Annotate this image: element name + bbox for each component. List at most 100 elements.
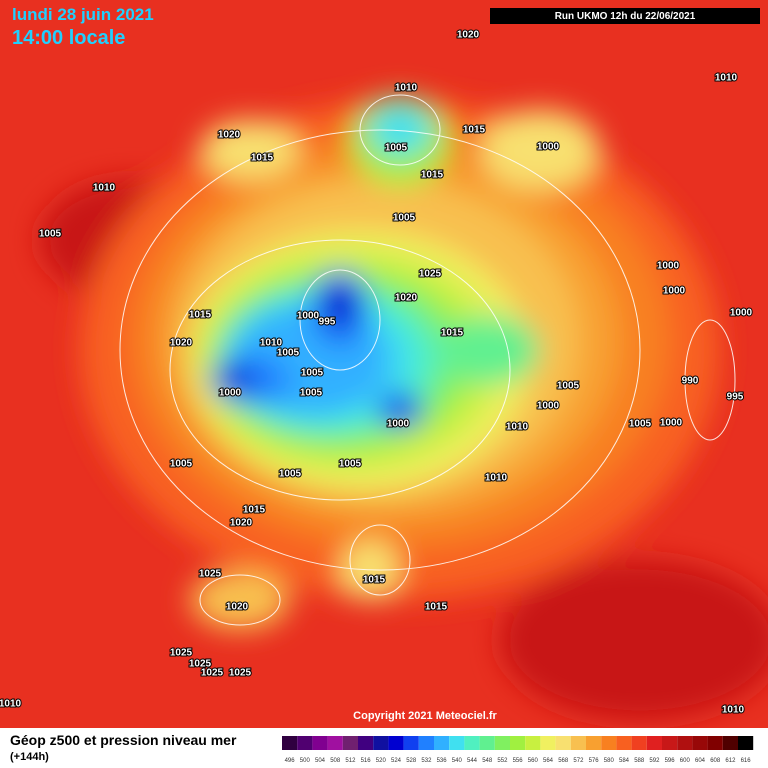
scale-label: 604 [695,758,706,764]
scale-label: 552 [497,758,508,764]
scale-label: 548 [482,758,493,764]
isobar-label: 1025 [201,668,224,679]
isobar-label: 1010 [395,83,418,94]
isobar-label: 1025 [419,269,442,280]
scale-label: 616 [741,758,752,764]
scale-swatch [692,736,708,750]
legend-subtitle: (+144h) [10,751,49,763]
scale-swatch [586,736,602,750]
isobar-label: 1005 [279,469,302,480]
isobar-label: 1020 [226,602,249,613]
isobar-label: 1005 [277,348,300,359]
scale-swatch [297,736,313,750]
isobar-label: 1010 [93,183,116,194]
isobar-label: 1010 [506,422,529,433]
isobar-label: 1005 [557,381,580,392]
scale-swatch [525,736,541,750]
isobar-label: 1000 [730,308,753,319]
isobar-label: 1015 [425,602,448,613]
isobar-label: 995 [319,317,336,328]
scale-swatch [494,736,510,750]
isobar-label: 1010 [715,73,738,84]
isobar-label: 1025 [170,648,193,659]
isobar-label: 1020 [395,293,418,304]
isobar-label: 1015 [441,328,464,339]
isobar-label: 1005 [300,388,323,399]
scale-label: 544 [467,758,478,764]
isobar-label: 1000 [663,286,686,297]
isobar-label: 1025 [199,569,222,580]
scale-label: 556 [513,758,524,764]
scale-label: 600 [680,758,691,764]
scale-label: 524 [391,758,402,764]
scale-swatch [403,736,419,750]
isobar-label: 1005 [339,459,362,470]
scale-swatch [616,736,632,750]
scale-swatch [662,736,678,750]
scale-label: 512 [345,758,356,764]
run-info: Run UKMO 12h du 22/06/2021 [555,11,696,22]
scale-swatch [631,736,647,750]
map [0,0,768,728]
isobar-label: 1005 [385,143,408,154]
color-scale: 496 500 504 508 512 516 520 524 528 532 536 540 544 5… [282,736,754,764]
scale-label: 496 [285,758,296,764]
scale-swatch [722,736,738,750]
scale-swatch [601,736,617,750]
isobar-label: 1005 [170,459,193,470]
copyright: Copyright 2021 Meteociel.fr [353,710,497,722]
isobar-label: 1000 [660,418,683,429]
scale-swatch [555,736,571,750]
scale-swatch [646,736,662,750]
isobar-label: 1010 [260,338,283,349]
isobar-label: 1025 [189,659,212,670]
scale-label: 596 [665,758,676,764]
scale-label: 516 [361,758,372,764]
isobar-label: 1005 [301,368,324,379]
scale-label: 504 [315,758,326,764]
scale-swatch [434,736,450,750]
isobar-label: 1005 [39,229,62,240]
legend-title: Géop z500 et pression niveau mer [10,732,237,748]
isobar-label: 1010 [485,473,508,484]
scale-swatch [479,736,495,750]
isobar-label: 1020 [218,130,241,141]
scale-label: 568 [558,758,569,764]
scale-label: 560 [528,758,539,764]
isobar-label: 1000 [537,142,560,153]
scale-swatch [510,736,526,750]
isobar-label: 990 [682,376,699,387]
isobar-label: 1020 [457,30,480,41]
isobar-label: 1000 [657,261,680,272]
scale-label: 584 [619,758,630,764]
isobar-label: 1015 [243,505,266,516]
scale-swatch [540,736,556,750]
scale-label: 500 [300,758,311,764]
scale-label: 608 [710,758,721,764]
scale-swatch [358,736,374,750]
scale-swatch [707,736,723,750]
scale-label: 588 [634,758,645,764]
isobar-labels: 1020 1010 1010 1015 1020 1005 1015 1000 1015 1010… [0,29,754,717]
scale-label: 592 [649,758,660,764]
isobar-label: 1010 [0,699,22,710]
scale-swatch [464,736,480,750]
time: 14:00 locale [12,27,125,49]
isobar-label: 1015 [463,125,486,136]
scale-swatch [373,736,389,750]
scale-label: 536 [437,758,448,764]
scale-label: 572 [573,758,584,764]
scale-label: 576 [589,758,600,764]
isobar-label: 1020 [170,338,193,349]
scale-swatch [570,736,586,750]
isobar-label: 995 [727,392,744,403]
scale-swatch [312,736,328,750]
isobar-label: 1020 [230,518,253,529]
isobar-label: 1015 [421,170,444,181]
scale-swatch [449,736,465,750]
isobar-label: 1015 [363,575,386,586]
scale-swatch [282,736,298,750]
isobar-label: 1005 [393,213,416,224]
scale-swatch [677,736,693,750]
